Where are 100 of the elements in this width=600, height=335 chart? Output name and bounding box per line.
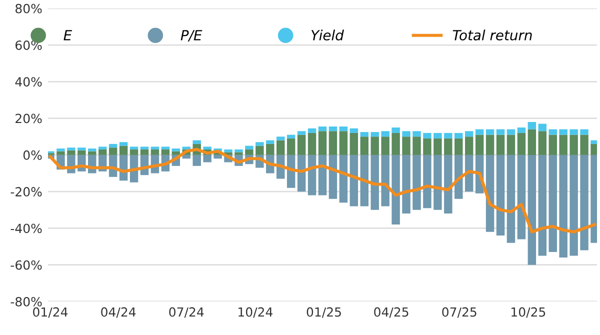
bar [381, 154, 390, 206]
bar [392, 154, 400, 225]
bar [454, 132, 463, 138]
y-tick-label: -20% [10, 187, 42, 197]
bar [370, 136, 379, 155]
bar [464, 131, 474, 137]
bar [297, 134, 306, 155]
bar [234, 152, 243, 155]
bar [328, 126, 338, 132]
line-series [48, 148, 596, 234]
bar [412, 154, 421, 210]
bar [161, 146, 170, 150]
bar [88, 148, 96, 152]
bar [559, 134, 568, 155]
bar [350, 128, 358, 133]
y-tick-label: -60% [10, 260, 42, 270]
bar [486, 129, 494, 135]
bar [308, 128, 316, 133]
bar [496, 154, 505, 236]
bar [506, 129, 516, 135]
bar [78, 150, 86, 155]
x-tick-label: 10/25 [512, 307, 546, 318]
bar [150, 149, 160, 155]
bar [256, 142, 264, 146]
bar [496, 129, 505, 135]
legend-label: P/E [180, 30, 202, 42]
legend-label: Yield [311, 30, 344, 40]
bar [108, 144, 118, 148]
bar [140, 146, 149, 150]
bar [580, 154, 588, 250]
bar [548, 134, 557, 155]
bar [88, 151, 96, 155]
bar [328, 131, 338, 155]
bar [339, 131, 348, 155]
bar [517, 132, 526, 155]
x-tick-label: 07/24 [169, 307, 204, 318]
y-tick-label: 20% [16, 114, 42, 124]
bar [224, 149, 232, 152]
bar [392, 132, 400, 155]
bar [538, 154, 547, 256]
bar [402, 131, 410, 137]
bar [444, 154, 452, 214]
bar [67, 148, 76, 150]
bar [98, 149, 107, 155]
bar [245, 146, 254, 150]
bar [286, 134, 296, 138]
bar [245, 149, 254, 155]
bar [559, 129, 568, 135]
bar [192, 154, 201, 166]
bar [370, 132, 379, 137]
bar [339, 126, 348, 132]
y-tick-label: -40% [10, 224, 42, 234]
bar [140, 149, 149, 155]
bar [506, 134, 516, 155]
bar [496, 134, 505, 155]
x-tick-label: 07/25 [442, 307, 476, 318]
bar [67, 150, 76, 155]
bar [318, 131, 327, 155]
y-tick-label: -80% [10, 296, 42, 306]
legend-label: Total return [452, 30, 532, 40]
bar [130, 146, 138, 150]
bar [570, 154, 578, 256]
bar [434, 132, 442, 138]
bar [570, 134, 578, 155]
bar [538, 124, 547, 132]
bar [444, 138, 452, 155]
legend-label: E [64, 30, 72, 40]
bar [370, 154, 379, 210]
bar [444, 132, 452, 138]
x-tick-label: 04/24 [101, 307, 136, 318]
bar [381, 136, 390, 155]
bar [486, 134, 494, 155]
bar [506, 154, 516, 243]
bar [350, 154, 358, 206]
bar [297, 131, 306, 135]
bar [360, 136, 368, 155]
bar [276, 140, 285, 155]
bar [108, 148, 118, 155]
bar [434, 138, 442, 155]
bar [119, 146, 128, 155]
bar [517, 154, 526, 240]
bar [182, 146, 190, 150]
bar [434, 154, 442, 210]
bar [308, 132, 316, 155]
bar [538, 131, 547, 155]
bar [318, 126, 327, 132]
y-tick-label: 60% [16, 40, 42, 50]
bar [266, 140, 274, 144]
bar [475, 129, 484, 135]
bar [172, 148, 180, 152]
bar [276, 136, 285, 140]
x-tick-label: 01/24 [33, 307, 68, 318]
x-tick-label: 04/25 [374, 307, 408, 318]
bar [350, 132, 358, 155]
bar [266, 144, 274, 155]
bar [423, 132, 432, 138]
y-tick-label: 40% [15, 77, 42, 87]
bar [56, 151, 65, 155]
bar [580, 129, 588, 135]
bar [192, 140, 201, 144]
